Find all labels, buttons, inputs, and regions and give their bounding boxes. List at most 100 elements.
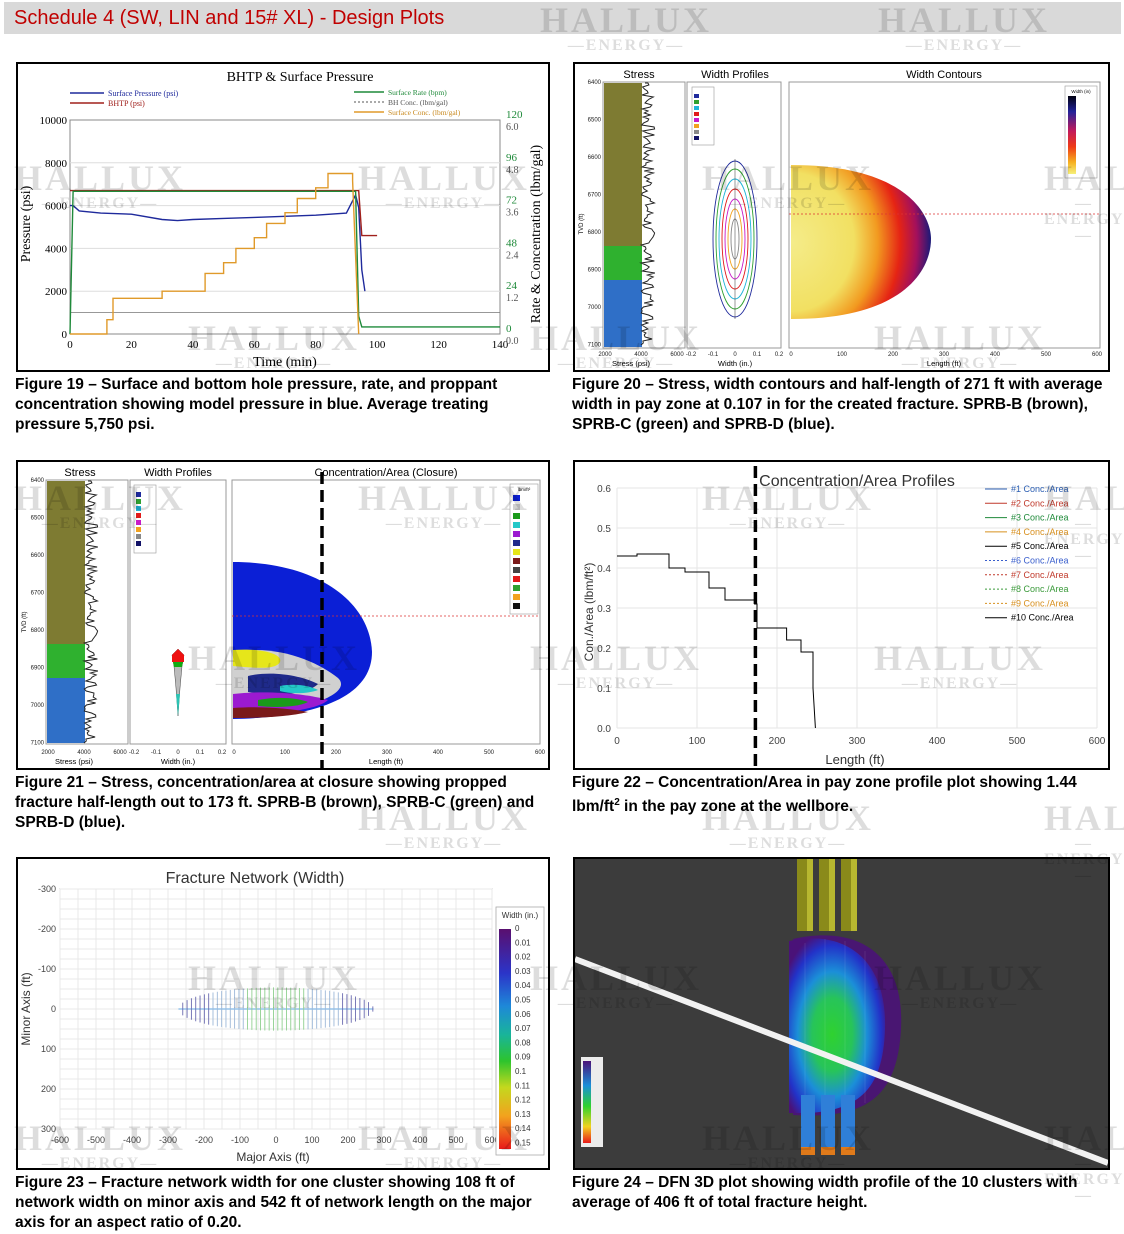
fig22-ytick: 0.6	[597, 484, 611, 495]
fig23-panel: Fracture Network (Width) -600 -500 -400 -30…	[16, 857, 550, 1170]
fig21-tvd-tick: 6400	[31, 478, 45, 484]
fig19-panel: BHTP & Surface Pressure Surface Pressure…	[16, 62, 550, 372]
fig19-caption: Figure 19 – Surface and bottom hole pres…	[15, 376, 498, 433]
fig21-conc-closure	[233, 562, 372, 719]
fig20-panel: Stress Width Profiles Width Contours Wid…	[573, 62, 1110, 372]
fig24-wellbore-logs-bottom	[801, 1095, 855, 1155]
fig21-zone-sprb-c	[47, 644, 85, 678]
fig23-legend-value: 0.01	[515, 938, 531, 947]
fig19-ytick: 4000	[45, 243, 68, 255]
fig20-width-tick: 0.2	[775, 352, 784, 358]
fig20-length-tick: 0	[789, 352, 793, 358]
fig21-legend-title: lbm/ft²	[518, 487, 531, 492]
fig23-legend-value: 0.08	[515, 1038, 531, 1047]
fig24-3d-plot	[575, 859, 1108, 1166]
fig22-ytick: 0.3	[597, 604, 611, 615]
fig22-xtick: 300	[849, 736, 866, 747]
fig23-xtick: -100	[231, 1135, 249, 1145]
fig23-legend-value: 0.14	[515, 1124, 531, 1133]
fig23-ytick: -100	[38, 964, 56, 974]
fig19-ytick: 0	[62, 329, 68, 341]
fig19-rate-tick: 72	[506, 195, 517, 207]
fig20-stress-profile	[639, 82, 656, 346]
fig19-rate-tick: 48	[506, 237, 518, 249]
fig21-stress-label: Stress (psi)	[55, 757, 93, 766]
fig21-zone-sprb-b	[47, 481, 85, 644]
fig23-legend-value: 0.09	[515, 1053, 531, 1062]
fig23-legend-title: Width (in.)	[502, 911, 539, 920]
fig20-stress-label: Stress (psi)	[612, 359, 650, 368]
fig19-legend-conc: Surface Conc. (lbm/gal)	[388, 108, 461, 117]
fig23-xlabel: Major Axis (ft)	[236, 1150, 309, 1164]
fig21-length-tick: 300	[382, 750, 393, 756]
fig23-legend-value: 0.11	[515, 1081, 531, 1090]
fig21-stress-profile	[82, 480, 99, 744]
fig20-title-stress: Stress	[623, 69, 655, 81]
fig22-title: Concentration/Area Profiles	[759, 473, 955, 490]
fig23-xtick: 300	[376, 1135, 391, 1145]
fig21-width-tick: 0.1	[196, 750, 205, 756]
fig19-conc-tick: 1.2	[506, 293, 519, 304]
fig23-legend-value: 0	[515, 924, 520, 933]
fig24-panel	[573, 857, 1110, 1170]
fig21-length-label: Length (ft)	[369, 757, 404, 766]
fig21-tvd-tick: 7100	[31, 741, 45, 747]
fig23-ytick: 200	[41, 1084, 56, 1094]
fig20-width-legend-swatch	[694, 112, 699, 116]
fig22-ytick: 0.2	[597, 644, 611, 655]
fig24-wellbore	[575, 956, 1108, 1166]
fig20-width-contours	[791, 165, 931, 319]
fig21-tvd-tick: 6700	[31, 591, 45, 597]
fig23-chart: Fracture Network (Width) -600 -500 -400 -30…	[19, 870, 545, 1164]
fig21-conc-legend-swatch	[513, 576, 520, 582]
fig23-legend-value: 0.05	[515, 996, 531, 1005]
fig23-xtick: -600	[51, 1135, 69, 1145]
fig20-title-contours: Width Contours	[906, 69, 982, 81]
fig20-width-legend-swatch	[694, 118, 699, 122]
schedule-title: Schedule 4 (SW, LIN and 15# XL) - Design…	[14, 7, 445, 29]
fig21-width-legend-swatch	[136, 541, 141, 546]
schedule-header: Schedule 4 (SW, LIN and 15# XL) - Design…	[4, 2, 1121, 34]
fig21-caption: Figure 21 – Stress, concentration/area a…	[15, 774, 535, 831]
fig21-width-tick: -0.2	[129, 750, 140, 756]
fig21-title-stress: Stress	[64, 467, 96, 479]
fig22-ytick: 0.5	[597, 524, 611, 535]
fig21-length-tick: 400	[433, 750, 444, 756]
fig22-legend-item: #10 Conc./Area	[1011, 613, 1074, 623]
fig22-series-10	[617, 553, 816, 729]
fig23-xtick: 600	[484, 1135, 499, 1145]
fig23-ytick: 0	[51, 1004, 56, 1014]
fig23-legend-value: 0.07	[515, 1024, 531, 1033]
fig23-legend-value: 0.13	[515, 1110, 531, 1119]
fig21-width-legend-swatch	[136, 492, 141, 497]
fig22-legend-item: #8 Conc./Area	[1011, 584, 1069, 594]
fig21-conc-legend-swatch	[513, 549, 520, 555]
fig22-xtick: 100	[689, 736, 706, 747]
fig21-width-legend-swatch	[136, 513, 141, 518]
fig23-ytick: -200	[38, 924, 56, 934]
fig22-ylabel: Con./Area (lbm/ft²)	[582, 563, 596, 662]
fig19-series-0	[70, 192, 366, 292]
fig22-xtick: 500	[1009, 736, 1026, 747]
fig19-rate-tick: 24	[506, 280, 518, 292]
fig24-caption: Figure 24 – DFN 3D plot showing width pr…	[572, 1174, 1078, 1211]
fig22-caption-sup: 2	[614, 797, 620, 808]
fig20-width-legend-swatch	[694, 124, 699, 128]
fig23-legend-value: 0.1	[515, 1067, 527, 1076]
fig21-conc-legend-swatch	[513, 531, 520, 537]
fig21-tvd-label: TVD (ft)	[22, 612, 28, 633]
fig21-conc-legend-swatch	[513, 513, 520, 519]
fig19-legend-bhtp: BHTP (psi)	[108, 99, 145, 108]
fig21-tvd-tick: 6900	[31, 666, 45, 672]
fig19-legend-bhconc: BH Conc. (lbm/gal)	[388, 98, 448, 107]
fig22-caption-tail: in the pay zone at the wellbore.	[619, 798, 854, 816]
fig23-legend-value: 0.06	[515, 1010, 531, 1019]
fig22-panel: Concentration/Area Profiles 0 100 200 300 40…	[573, 460, 1110, 770]
fig19-ytick: 2000	[45, 286, 68, 298]
fig19-conc-tick: 0.0	[506, 336, 519, 347]
fig22-xtick: 400	[929, 736, 946, 747]
fig19-xtick: 60	[249, 339, 260, 351]
fig20-stress-tick: 6000	[670, 352, 684, 358]
fig21-width-tick: 0	[176, 750, 180, 756]
fig19-legend-surface: Surface Pressure (psi)	[108, 89, 179, 98]
